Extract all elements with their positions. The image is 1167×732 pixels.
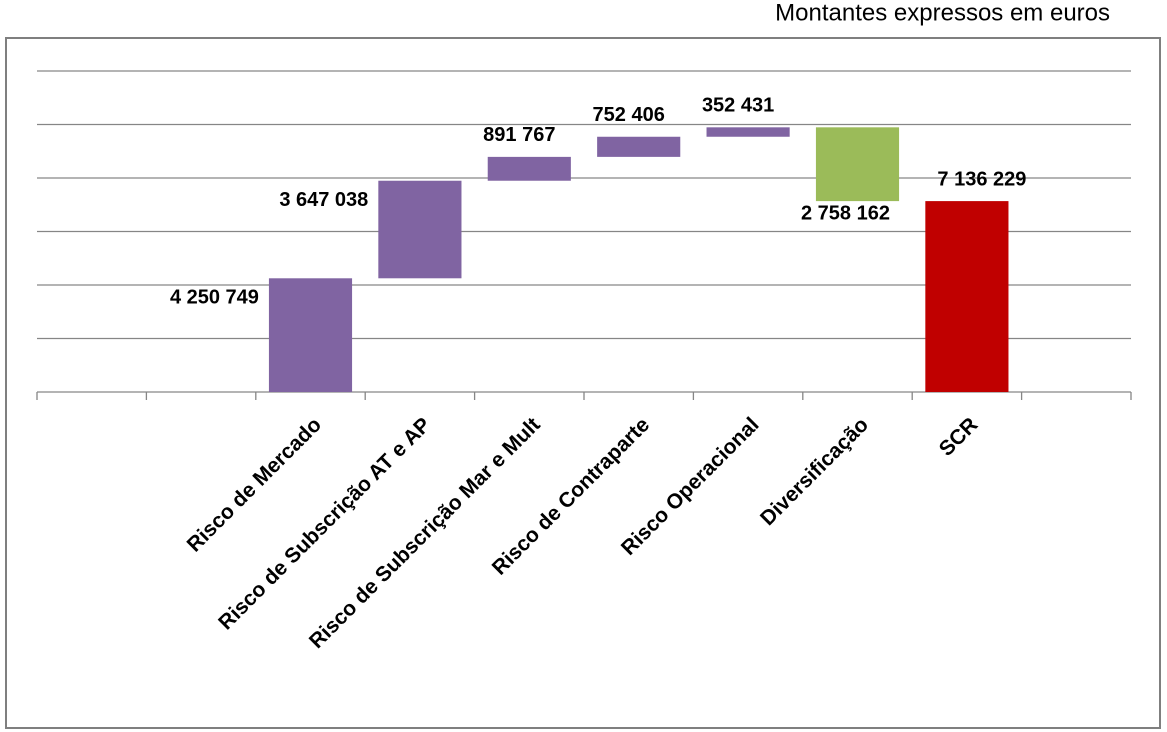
value-label: 4 250 749 [170,287,259,309]
note: Montantes expressos em euros [775,0,1110,26]
value-label: 891 767 [483,124,555,146]
value-label: 752 406 [593,104,665,126]
bar [268,278,353,392]
bar [597,136,681,157]
value-label: 352 431 [702,95,774,117]
bar [706,127,790,137]
bar [378,180,462,279]
value-label: 7 136 229 [937,168,1026,190]
bar [487,156,571,181]
bar [925,201,1009,392]
value-label: 2 758 162 [801,202,890,224]
value-label: 3 647 038 [279,189,368,211]
bar [815,127,900,202]
